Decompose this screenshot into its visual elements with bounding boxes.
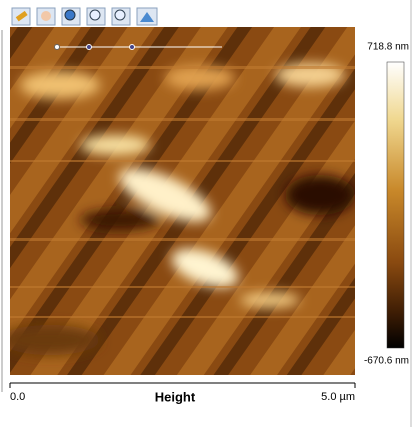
height-image bbox=[0, 27, 355, 375]
x-axis-title: Height bbox=[155, 389, 196, 404]
afm-viewer: 718.8 nm -670.6 nm 0.0 5.0 µm Height bbox=[0, 0, 414, 427]
toolbar bbox=[12, 8, 157, 25]
colorbar bbox=[387, 62, 404, 348]
hand-icon bbox=[41, 11, 51, 21]
colorbar-max: 718.8 nm bbox=[367, 42, 409, 53]
zoom-icon bbox=[65, 10, 75, 20]
zoom-in-icon bbox=[90, 10, 100, 20]
zoom-out-icon bbox=[115, 10, 125, 20]
x-axis-end: 5.0 µm bbox=[321, 391, 355, 403]
colorbar-min: -670.6 nm bbox=[364, 356, 409, 367]
viewer-canvas: 718.8 nm -670.6 nm 0.0 5.0 µm Height bbox=[0, 0, 414, 427]
x-axis-start: 0.0 bbox=[10, 391, 25, 403]
